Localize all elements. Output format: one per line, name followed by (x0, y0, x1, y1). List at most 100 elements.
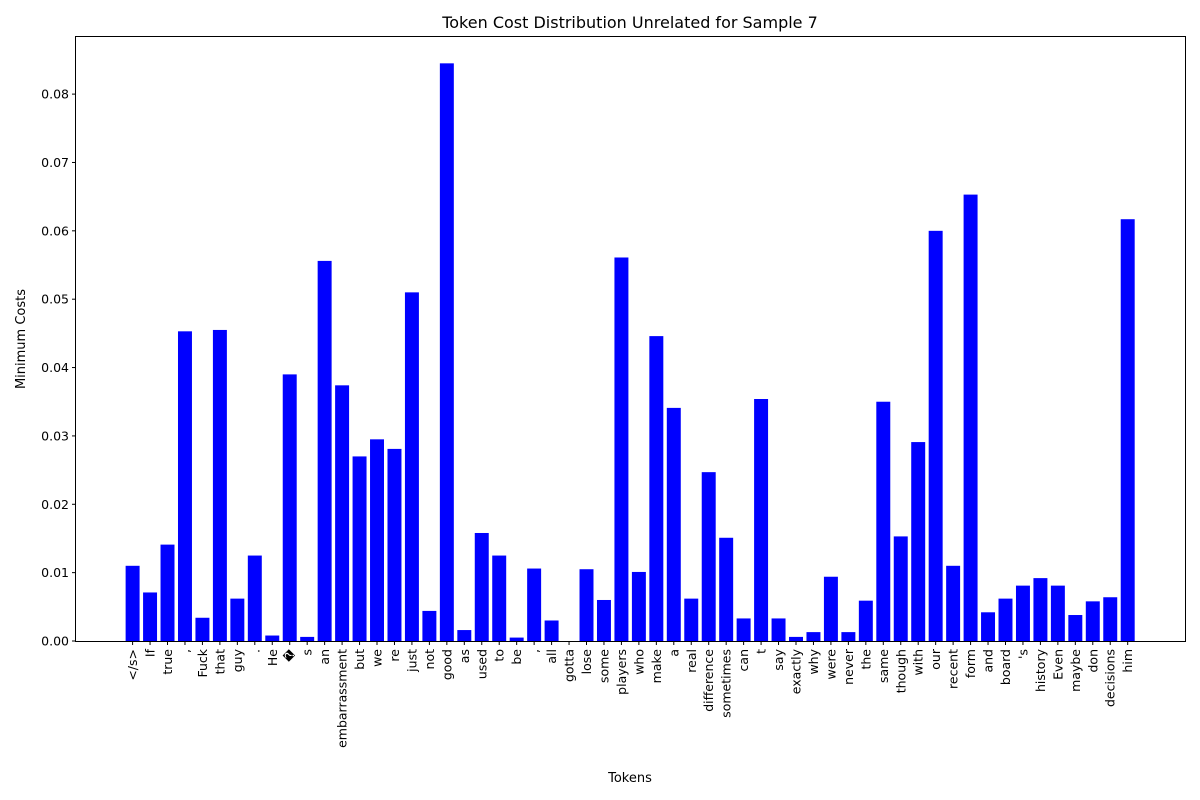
bar (1120, 219, 1135, 641)
bar (841, 632, 856, 641)
x-tick-label: � (282, 649, 297, 662)
x-tick-label: him (1120, 649, 1135, 673)
bar (614, 257, 629, 641)
bar (981, 612, 996, 641)
bar (300, 636, 315, 641)
bar (439, 63, 454, 641)
bar (282, 374, 297, 641)
x-axis-label: Tokens (607, 771, 652, 786)
x-tick-label: we (370, 649, 385, 667)
x-tick-label: can (736, 649, 751, 671)
x-tick-label: </s> (125, 649, 140, 681)
bar (230, 598, 245, 641)
bar (858, 600, 873, 641)
bar (736, 618, 751, 641)
x-tick-label: our (928, 648, 943, 670)
x-tick-label: with (911, 649, 926, 676)
x-tick-label: that (212, 649, 227, 674)
bar (527, 568, 542, 641)
x-tick-label: He (265, 649, 280, 666)
x-tick-label: board (998, 649, 1013, 685)
x-tick-label: sometimes (719, 649, 734, 718)
x-tick-label: If (143, 648, 158, 657)
bar (754, 399, 769, 641)
bar (352, 456, 367, 641)
bar (125, 565, 140, 641)
bars-group (125, 63, 1135, 641)
x-tick-label: real (684, 649, 699, 673)
bar (684, 598, 699, 641)
bar (963, 194, 978, 641)
bar (143, 592, 158, 641)
bar (771, 618, 786, 641)
bar (335, 385, 350, 641)
x-tick-label: and (981, 649, 996, 673)
bar (195, 617, 210, 641)
bar (789, 636, 803, 641)
chart-title: Token Cost Distribution Unrelated for Sa… (441, 13, 818, 32)
x-tick-label: embarrassment (335, 649, 350, 748)
bar (876, 401, 891, 641)
x-axis-ticks: </s> If true, Fuck that guy. He � s an embarrassme… (125, 641, 1135, 748)
y-tick-label: 0.05 (41, 292, 69, 307)
bar (492, 555, 507, 641)
x-tick-label: a (666, 649, 681, 657)
bar (457, 630, 472, 641)
x-tick-label: difference (701, 649, 716, 712)
x-tick-label: lose (579, 649, 594, 675)
bar (404, 292, 419, 641)
x-tick-label: recent (946, 649, 961, 689)
bar (370, 439, 384, 641)
bar (160, 544, 175, 641)
bar (1050, 585, 1065, 641)
bar (666, 407, 681, 641)
bar (1068, 615, 1083, 641)
x-tick-label: players (614, 649, 629, 695)
x-tick-label: Even (1050, 649, 1065, 680)
x-tick-label: guy (230, 648, 245, 672)
x-tick-label: used (474, 649, 489, 679)
x-tick-label: , (527, 649, 542, 653)
x-tick-label: as (457, 649, 472, 663)
x-tick-label: form (963, 649, 978, 678)
x-tick-label: some (596, 649, 611, 683)
y-tick-label: 0.08 (41, 87, 69, 102)
x-tick-label: but (352, 649, 367, 670)
bar (579, 569, 594, 641)
x-tick-label: make (649, 649, 664, 684)
y-tick-label: 0.01 (41, 565, 69, 580)
x-tick-label: true (160, 649, 175, 675)
x-tick-label: gotta (562, 649, 577, 682)
y-tick-label: 0.07 (41, 155, 69, 170)
x-tick-label: who (631, 649, 646, 675)
x-tick-label: history (1033, 648, 1048, 692)
bar (317, 260, 332, 641)
x-tick-label: re (387, 649, 402, 662)
bar (1033, 578, 1048, 641)
bar (911, 442, 926, 641)
bar (247, 555, 262, 641)
x-tick-label: good (439, 649, 454, 680)
bar (998, 598, 1013, 641)
y-tick-label: 0.06 (41, 223, 69, 238)
bar (719, 537, 734, 641)
bar (1015, 585, 1030, 641)
x-tick-label: Fuck (195, 648, 210, 677)
y-tick-label: 0.03 (41, 428, 69, 443)
bar (474, 532, 489, 641)
x-tick-label: . (247, 649, 262, 653)
bar (596, 599, 611, 641)
bar (422, 610, 437, 641)
plot-frame (75, 36, 1186, 642)
x-tick-label: be (509, 649, 524, 665)
x-tick-label: don (1085, 649, 1100, 673)
x-tick-label: exactly (789, 648, 804, 694)
x-tick-label: all (544, 649, 559, 664)
bar (823, 576, 838, 641)
x-tick-label: maybe (1068, 649, 1083, 692)
bar (177, 331, 192, 641)
bar (893, 536, 908, 641)
bar (701, 472, 716, 641)
bar (928, 230, 943, 641)
